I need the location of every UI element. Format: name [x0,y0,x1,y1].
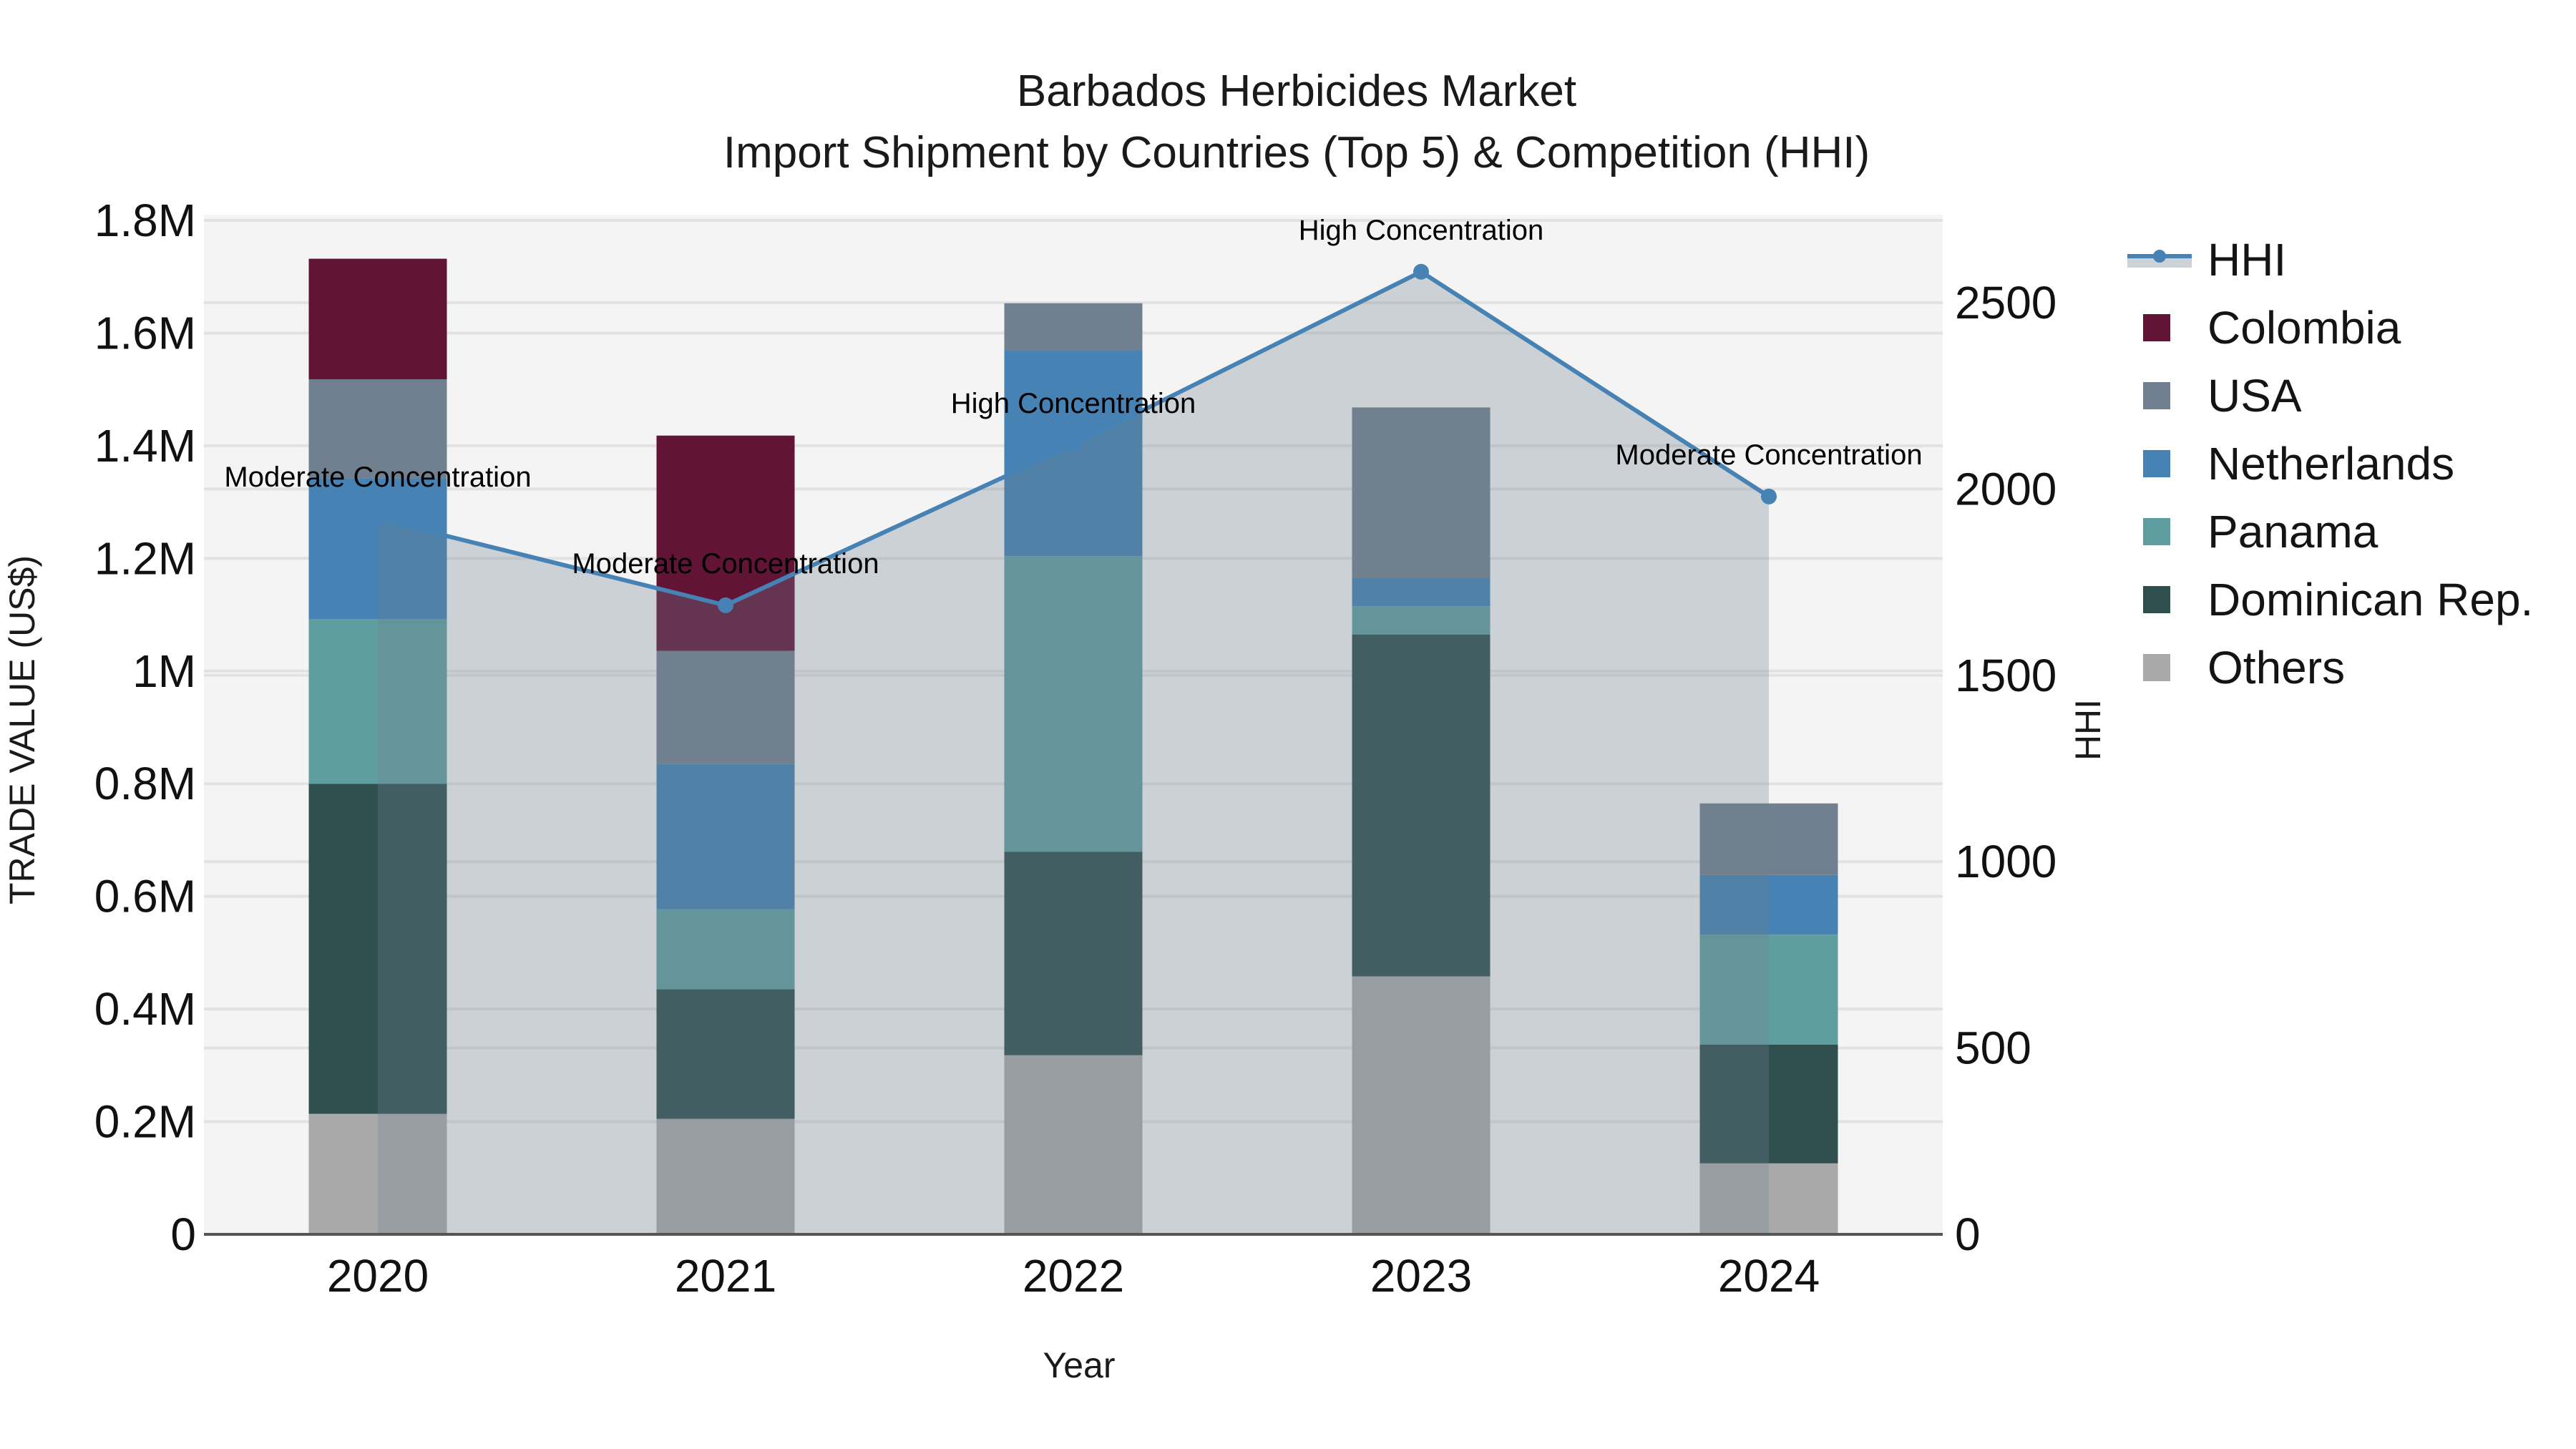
y-left-tick: 1.2M [94,532,196,584]
bar-segment-usa[interactable] [308,379,447,479]
bar-segment-netherlands[interactable] [1352,577,1491,607]
bar-segment-netherlands[interactable] [656,763,795,909]
bar-segment-others[interactable] [308,1113,447,1234]
legend-item-colombia[interactable]: Colombia [2122,296,2565,360]
legend-label: Colombia [2207,302,2401,353]
hhi-markers [370,263,1777,613]
line-marker-icon [2127,250,2192,268]
chart-subtitle: Import Shipment by Countries (Top 5) & C… [723,128,1870,177]
legend-label: Dominican Rep. [2207,574,2534,625]
bar-segment-usa[interactable] [1699,803,1838,875]
y-right-axis-title: HHI [2068,699,2108,761]
hhi-point-marker[interactable] [1413,263,1429,280]
square-swatch-icon [2143,450,2170,477]
y-right-tick-labels: 0 500 1000 1500 2000 2500 [1955,277,2057,1260]
legend-item-usa[interactable]: USA [2122,364,2565,428]
square-swatch-icon [2143,382,2170,409]
hhi-annotation: Moderate Concentration [1615,439,1922,471]
bar-segment-dominican-rep[interactable] [1352,634,1491,977]
hhi-point-marker[interactable] [718,597,733,613]
square-swatch-icon [2143,654,2170,681]
bar-segment-netherlands[interactable] [1004,350,1143,557]
bar-segment-colombia[interactable] [308,258,447,380]
hhi-annotation: Moderate Concentration [572,548,879,580]
y-left-tick: 1M [132,645,196,697]
legend-item-netherlands[interactable]: Netherlands [2122,431,2565,496]
x-tick: 2022 [1023,1250,1124,1302]
y-left-tick: 0.4M [94,983,196,1035]
bar-segment-usa[interactable] [1004,303,1143,351]
legend-label: Panama [2207,506,2379,557]
bar-segment-netherlands[interactable] [1699,874,1838,935]
legend-label: Others [2207,642,2346,693]
legend-item-hhi[interactable]: HHI [2122,228,2565,292]
bar-segment-panama[interactable] [656,909,795,990]
y-right-tick: 2000 [1955,463,2057,514]
hhi-annotation: High Concentration [1299,215,1543,246]
bar-segment-others[interactable] [1004,1055,1143,1234]
y-left-tick: 0 [170,1209,196,1260]
y-left-axis-title: TRADE VALUE (US$) [2,555,42,904]
hhi-point-marker[interactable] [1761,488,1777,504]
hhi-point-marker[interactable] [1065,436,1081,453]
y-left-tick: 1.8M [94,195,196,246]
bar-segment-panama[interactable] [1699,935,1838,1045]
bar-segment-others[interactable] [656,1118,795,1234]
bar-segment-panama[interactable] [1352,606,1491,635]
x-tick: 2024 [1718,1250,1820,1302]
bar-segment-others[interactable] [1352,976,1491,1234]
square-swatch-icon [2143,518,2170,545]
x-tick: 2020 [327,1250,429,1302]
bar-segment-usa[interactable] [656,650,795,764]
y-left-tick: 0.2M [94,1096,196,1148]
x-axis-title: Year [1043,1345,1115,1385]
x-tick: 2023 [1370,1250,1472,1302]
y-right-tick: 1000 [1955,836,2057,887]
hhi-annotations: Moderate Concentration Moderate Concentra… [224,215,1922,580]
hhi-area-fill [378,271,1769,1235]
y-left-tick: 1.6M [94,307,196,358]
y-right-tick: 2500 [1955,277,2057,328]
bar-segment-panama[interactable] [308,619,447,784]
bar-segment-usa[interactable] [1352,407,1491,578]
bar-segment-colombia[interactable] [656,435,795,651]
y-left-tick: 0.8M [94,758,196,809]
legend-item-panama[interactable]: Panama [2122,499,2565,564]
square-swatch-icon [2143,314,2170,341]
y-left-tick: 1.4M [94,420,196,472]
y-right-tick: 500 [1955,1023,2031,1074]
bar-segment-netherlands[interactable] [308,478,447,620]
y-left-tick: 0.6M [94,871,196,922]
legend-item-others[interactable]: Others [2122,635,2565,700]
legend-item-dominican-rep[interactable]: Dominican Rep. [2122,567,2565,632]
bar-segment-dominican-rep[interactable] [1699,1044,1838,1163]
square-swatch-icon [2143,586,2170,613]
legend-label: USA [2207,370,2302,421]
y-right-tick: 0 [1955,1209,1981,1260]
x-tick-labels: 2020 2021 2022 2023 2024 [327,1250,1820,1302]
bar-segment-others[interactable] [1699,1163,1838,1234]
y-left-tick-labels: 0 0.2M 0.4M 0.6M 0.8M 1M 1.2M 1.4M 1.6M 1.8M [94,195,196,1260]
bar-segment-panama[interactable] [1004,556,1143,852]
bar-segment-dominican-rep[interactable] [656,989,795,1119]
stacked-bars [308,258,1838,1234]
bar-segment-dominican-rep[interactable] [1004,852,1143,1055]
bar-segment-dominican-rep[interactable] [308,784,447,1114]
hhi-point-marker[interactable] [370,511,386,527]
x-tick: 2021 [675,1250,776,1302]
legend-label: HHI [2207,234,2287,286]
hhi-annotation: High Concentration [951,388,1196,419]
legend-label: Netherlands [2207,438,2455,489]
hhi-annotation: Moderate Concentration [224,462,531,493]
y-right-tick: 1500 [1955,650,2057,701]
chart-title: Barbados Herbicides Market [1016,67,1577,116]
